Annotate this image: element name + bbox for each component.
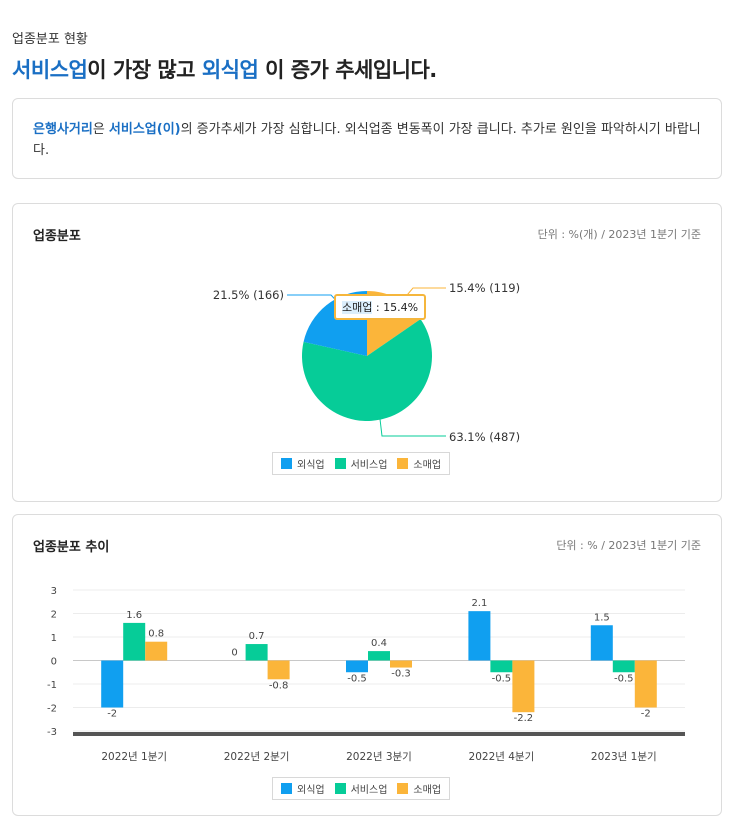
y-tick-label: 0 xyxy=(51,657,57,668)
legend-swatch xyxy=(334,458,346,469)
y-tick-label: -2 xyxy=(47,704,57,715)
summary-text: 은 xyxy=(92,122,109,137)
legend-swatch xyxy=(397,783,409,794)
page-subtitle: 업종분포 현황 xyxy=(12,32,88,47)
bar-service xyxy=(490,660,513,673)
bar-service xyxy=(368,651,390,661)
legend-item-retail[interactable]: 소매업 xyxy=(397,781,441,796)
x-tick-label: 2022년 1분기 xyxy=(101,751,167,763)
y-tick-label: 2 xyxy=(51,610,57,621)
bar-food xyxy=(590,625,613,661)
bar-food xyxy=(346,660,368,673)
bar-retail xyxy=(145,641,168,661)
headline-text-end: 이 증가 추세입니다. xyxy=(258,58,437,82)
summary-card: 은행사거리은 서비스업(이)의 증가추세가 가장 심합니다. 외식업종 변동폭이… xyxy=(12,98,722,179)
summary-area-name: 은행사거리 xyxy=(33,122,93,137)
x-tick-label: 2022년 3분기 xyxy=(346,751,412,763)
pie-label-leader-service xyxy=(379,418,446,437)
legend-label: 소매업 xyxy=(413,460,442,471)
pie-chart-card: 업종분포 단위 : %(개) / 2023년 1분기 기준 21.5% (166… xyxy=(12,203,722,502)
bar-value-label: -0.5 xyxy=(614,673,634,684)
bar-value-label: -0.5 xyxy=(492,673,512,684)
bar-value-label: 2.1 xyxy=(471,598,487,609)
y-tick-label: 3 xyxy=(51,586,57,597)
legend-label: 소매업 xyxy=(413,785,442,796)
legend-item-food[interactable]: 외식업 xyxy=(281,456,325,471)
bar-value-label: -2.2 xyxy=(514,713,534,724)
pie-card-unit: 단위 : %(개) / 2023년 1분기 기준 xyxy=(537,228,701,241)
bar-value-label: -0.8 xyxy=(269,680,289,691)
y-tick-label: 1 xyxy=(51,633,57,644)
summary-text-rest: 의 증가추세가 가장 심합니다. 외식업종 변동폭이 가장 큽니다. 추가로 원… xyxy=(33,122,701,158)
trend-chart-card: 업종분포 추이 단위 : % / 2023년 1분기 기준 3 2 1 0 -1 -2 -3… xyxy=(12,514,722,816)
bar-value-label: -2 xyxy=(641,709,651,720)
legend-swatch xyxy=(281,458,292,469)
y-tick-label: -3 xyxy=(47,727,57,738)
legend-swatch xyxy=(281,783,292,794)
legend-label: 외식업 xyxy=(297,460,325,471)
legend-label: 서비스업 xyxy=(350,460,388,471)
bar-value-label: 0 xyxy=(231,648,237,659)
x-tick-label: 2022년 4분기 xyxy=(469,751,535,763)
bar-value-label: 0.7 xyxy=(249,631,265,642)
trend-card-unit: 단위 : % / 2023년 1분기 기준 xyxy=(556,539,701,552)
bar-service xyxy=(612,660,635,673)
legend-label: 외식업 xyxy=(297,785,325,796)
bar-retail xyxy=(512,660,535,713)
pie-tooltip-value: : 15.4% xyxy=(372,301,419,314)
pie-label-service: 63.1% (487) xyxy=(449,430,520,444)
pie-label-food: 21.5% (166) xyxy=(213,288,284,302)
legend-swatch xyxy=(397,458,409,469)
bar-value-label: 1.6 xyxy=(126,610,142,621)
legend-swatch xyxy=(334,783,346,794)
legend-item-food[interactable]: 외식업 xyxy=(281,781,325,796)
headline-highlight-service: 서비스업 xyxy=(12,58,88,82)
page-headline: 서비스업이 가장 많고 외식업 이 증가 추세입니다. xyxy=(12,54,437,84)
summary-top-industry: 서비스업(이) xyxy=(108,122,181,137)
pie-tooltip-label: 소매업 xyxy=(342,301,373,314)
bar-chart: 3 2 1 0 -1 -2 -3 2022년 1분기 -2 1.6 0.8 2022년 2분기 0 0.7… xyxy=(47,586,685,763)
x-tick-label: 2022년 2분기 xyxy=(224,751,290,763)
pie-label-retail: 15.4% (119) xyxy=(449,281,520,295)
bar-value-label: 0.8 xyxy=(148,629,164,640)
bar-service xyxy=(123,622,146,661)
headline-text: 이 가장 많고 xyxy=(87,58,202,82)
pie-legend: 외식업 서비스업 소매업 xyxy=(272,452,451,475)
legend-item-retail[interactable]: 소매업 xyxy=(397,456,441,471)
bar-retail xyxy=(390,660,412,668)
pie-tooltip: 소매업 : 15.4% xyxy=(334,294,427,320)
bar-food xyxy=(468,611,491,661)
bar-legend: 외식업 서비스업 소매업 xyxy=(272,777,451,800)
bar-retail xyxy=(267,660,290,680)
legend-label: 서비스업 xyxy=(350,785,388,796)
y-tick-label: -1 xyxy=(47,680,57,691)
bar-value-label: 0.4 xyxy=(371,638,387,649)
x-axis-line xyxy=(73,732,685,736)
bar-value-label: -0.5 xyxy=(347,673,367,684)
bar-service xyxy=(245,644,268,661)
trend-card-title: 업종분포 추이 xyxy=(33,540,110,555)
bar-food xyxy=(101,660,124,708)
legend-item-service[interactable]: 서비스업 xyxy=(334,781,388,796)
x-tick-label: 2023년 1분기 xyxy=(591,751,657,763)
pie-card-title: 업종분포 xyxy=(33,229,81,244)
headline-highlight-food: 외식업 xyxy=(201,58,259,82)
bar-value-label: -0.3 xyxy=(391,669,411,680)
bar-value-label: 1.5 xyxy=(594,612,610,623)
bar-value-label: -2 xyxy=(107,709,117,720)
legend-item-service[interactable]: 서비스업 xyxy=(334,456,388,471)
bar-retail xyxy=(634,660,657,708)
pie-slice-service xyxy=(301,319,432,421)
